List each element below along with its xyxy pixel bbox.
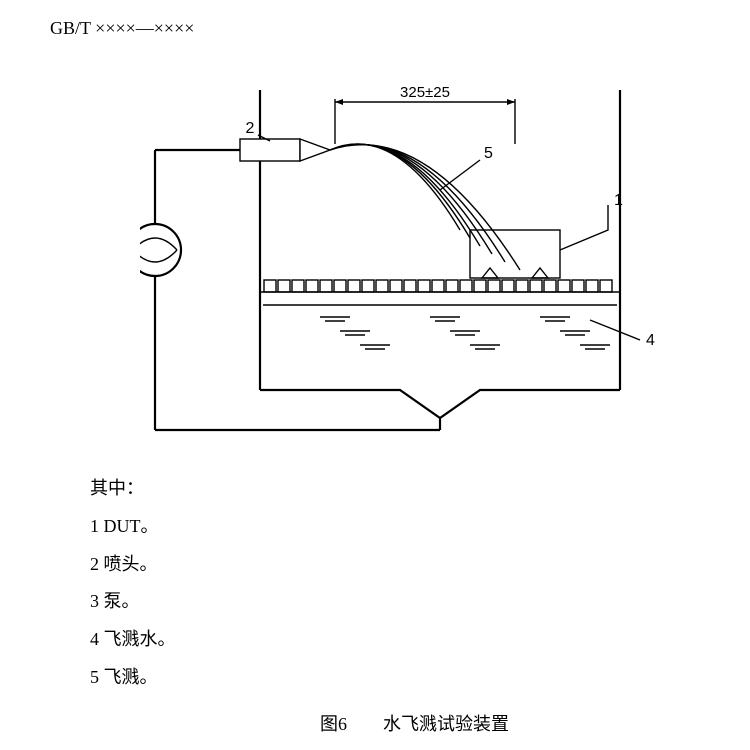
legend-item: 3 泵。 [90, 583, 176, 621]
legend-title: 其中： [90, 470, 176, 508]
svg-text:2: 2 [246, 120, 255, 137]
legend-item: 5 飞溅。 [90, 659, 176, 697]
svg-text:5: 5 [484, 145, 493, 162]
svg-text:4: 4 [646, 332, 655, 349]
figure-caption: 图6 水飞溅试验装置 [320, 710, 509, 736]
legend-block: 其中： 1 DUT。 2 喷头。 3 泵。 4 飞溅水。 5 飞溅。 [90, 470, 176, 697]
splash-test-diagram: 325±2512345 [140, 70, 640, 430]
legend-item: 4 飞溅水。 [90, 621, 176, 659]
standard-header: GB/T ××××—×××× [50, 18, 194, 39]
svg-text:325±25: 325±25 [400, 84, 450, 101]
svg-text:1: 1 [614, 192, 623, 209]
legend-item: 1 DUT。 [90, 508, 176, 546]
legend-item: 2 喷头。 [90, 546, 176, 584]
